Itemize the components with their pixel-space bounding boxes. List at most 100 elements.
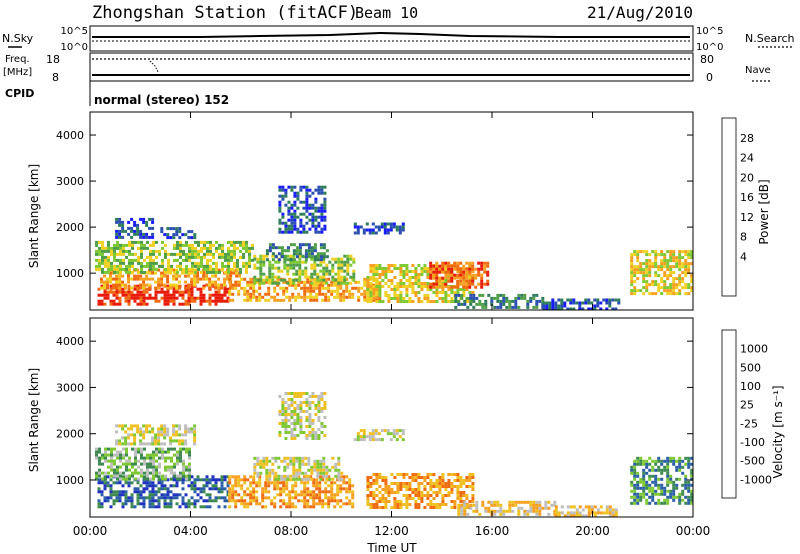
data-cell: [303, 295, 307, 299]
data-cell: [214, 481, 218, 485]
data-cell: [372, 503, 376, 506]
data-cell: [390, 270, 394, 273]
data-cell: [236, 261, 239, 265]
data-cell: [154, 293, 158, 297]
data-cell: [340, 260, 344, 264]
data-cell: [636, 256, 640, 260]
data-cell: [175, 296, 179, 300]
data-cell: [305, 434, 309, 437]
data-cell: [137, 450, 140, 454]
data-cell: [190, 287, 194, 291]
data-cell: [122, 447, 125, 451]
data-cell: [675, 483, 679, 487]
data-cell: [672, 292, 676, 296]
data-cell: [236, 240, 239, 244]
data-cell: [155, 255, 158, 259]
data-cell: [130, 226, 134, 230]
data-cell: [426, 482, 430, 485]
data-cell: [459, 267, 463, 271]
data-cell: [152, 252, 155, 256]
data-cell: [578, 511, 582, 515]
data-cell: [308, 434, 312, 437]
data-cell: [330, 289, 334, 293]
data-cell: [408, 497, 412, 500]
data-cell: [149, 252, 152, 256]
data-cell: [369, 297, 373, 300]
data-cell: [278, 203, 282, 207]
data-cell: [136, 490, 140, 494]
data-cell: [334, 462, 338, 466]
data-cell: [636, 459, 640, 463]
data-cell: [581, 508, 585, 512]
data-cell: [441, 297, 445, 300]
data-cell: [337, 462, 341, 466]
data-cell: [287, 431, 291, 434]
data-cell: [233, 243, 236, 247]
data-cell: [496, 305, 500, 309]
data-cell: [294, 496, 298, 500]
data-cell: [271, 258, 275, 262]
data-cell: [142, 283, 146, 287]
data-cell: [190, 236, 194, 240]
data-cell: [290, 185, 294, 189]
data-cell: [286, 254, 290, 258]
data-cell: [125, 453, 128, 457]
data-cell: [283, 249, 287, 253]
data-cell: [155, 447, 158, 451]
data-cell: [333, 499, 337, 503]
data-cell: [490, 299, 494, 303]
data-cell: [300, 286, 304, 290]
data-cell: [290, 410, 294, 413]
data-cell: [234, 484, 238, 488]
data-cell: [193, 502, 197, 506]
data-cell: [98, 261, 101, 265]
data-cell: [511, 509, 515, 513]
data-cell: [351, 502, 355, 506]
data-cell: [318, 490, 322, 494]
data-cell: [478, 293, 482, 297]
data-cell: [119, 243, 122, 247]
data-cell: [535, 509, 539, 513]
data-cell: [654, 271, 658, 275]
data-cell: [128, 459, 131, 463]
data-cell: [185, 240, 188, 244]
data-cell: [187, 505, 191, 509]
data-cell: [475, 500, 479, 504]
data-cell: [325, 263, 329, 267]
data-cell: [450, 276, 454, 280]
data-cell: [176, 264, 179, 268]
data-cell: [231, 490, 235, 494]
data-cell: [328, 272, 332, 276]
data-cell: [228, 499, 232, 503]
data-cell: [252, 487, 256, 491]
data-cell: [663, 498, 667, 502]
data-cell: [383, 225, 387, 229]
data-cell: [169, 505, 173, 509]
data-cell: [572, 511, 576, 515]
data-cell: [584, 505, 588, 509]
data-cell: [339, 277, 343, 281]
data-cell: [136, 496, 140, 500]
data-cell: [636, 492, 640, 496]
data-cell: [678, 259, 682, 263]
data-cell: [441, 267, 445, 271]
data-cell: [190, 293, 194, 297]
data-cell: [134, 258, 137, 262]
data-cell: [475, 503, 479, 507]
data-cell: [115, 220, 119, 224]
data-cell: [447, 300, 451, 303]
data-cell: [172, 484, 176, 488]
data-cell: [224, 270, 227, 274]
data-cell: [299, 185, 303, 189]
data-cell: [645, 492, 649, 496]
data-cell: [322, 275, 326, 279]
data-cell: [681, 277, 685, 281]
data-cell: [175, 268, 179, 272]
data-cell: [393, 482, 397, 485]
data-cell: [104, 471, 107, 475]
data-cell: [258, 283, 262, 287]
data-cell: [310, 281, 314, 285]
data-cell: [511, 503, 515, 507]
data-cell: [258, 475, 262, 479]
data-cell: [459, 485, 463, 488]
